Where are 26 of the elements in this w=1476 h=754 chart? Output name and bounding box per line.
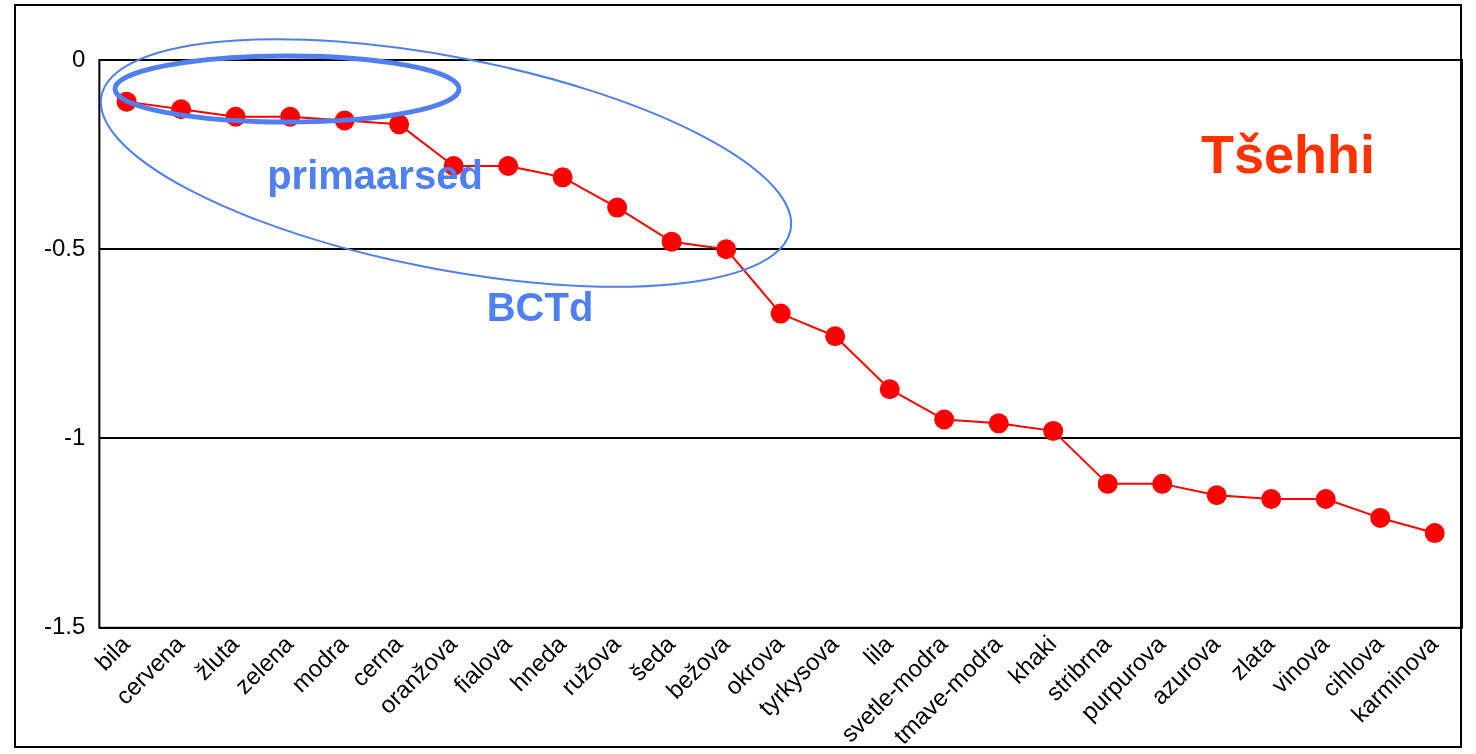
text: Tšehhi	[1200, 123, 1376, 184]
point	[1261, 489, 1282, 509]
annotation: BCTd	[486, 285, 594, 330]
annotation: primaarsed	[267, 153, 483, 198]
point	[1097, 473, 1118, 494]
point	[1370, 507, 1391, 528]
point	[1424, 523, 1445, 544]
point	[770, 303, 791, 324]
y-tick-label: -0.5	[44, 233, 86, 261]
point	[988, 413, 1009, 434]
point	[389, 114, 410, 135]
point	[1152, 473, 1173, 494]
point	[825, 326, 846, 347]
point	[1206, 485, 1227, 506]
point	[1043, 420, 1064, 441]
point	[661, 231, 682, 252]
point	[716, 239, 737, 260]
point	[498, 155, 519, 176]
y-tick-label: 0	[72, 44, 86, 72]
point	[552, 167, 573, 188]
point	[1315, 489, 1336, 509]
point	[607, 197, 628, 218]
y-tick-label: -1	[64, 423, 86, 451]
point	[934, 409, 955, 430]
y-tick-label: -1.5	[44, 612, 86, 640]
point	[879, 379, 900, 400]
